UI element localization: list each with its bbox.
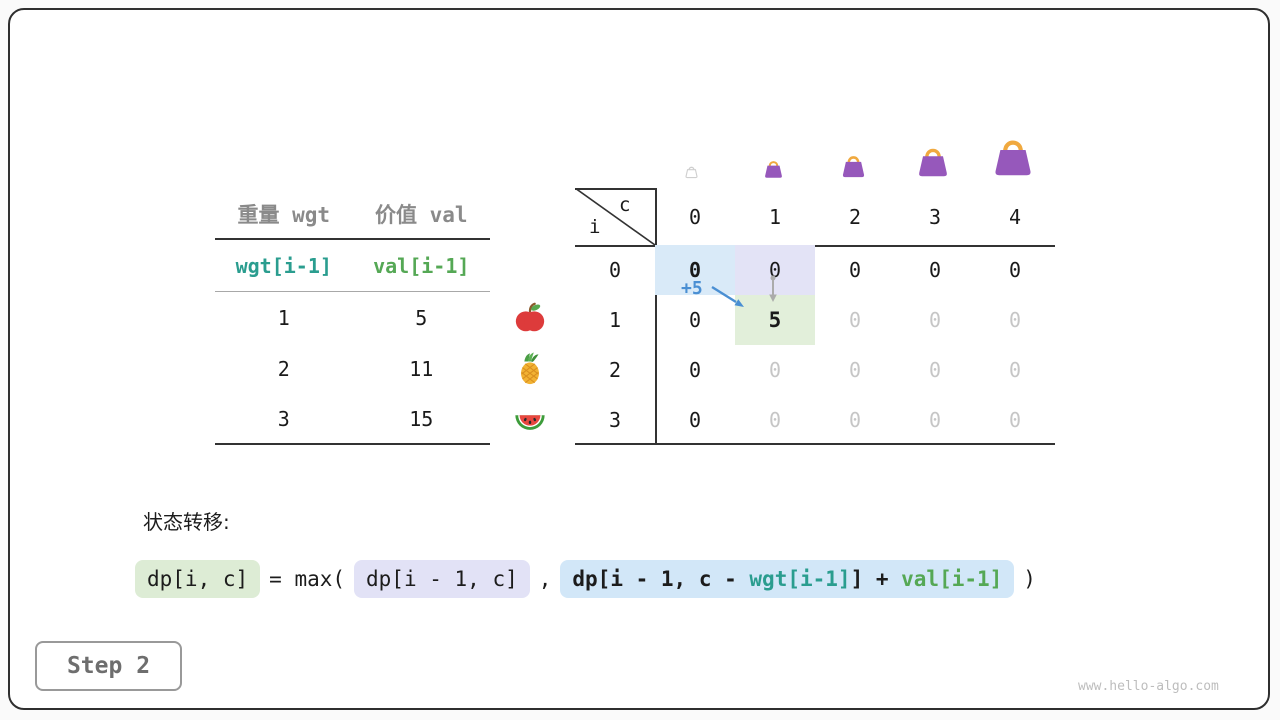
dp-cell-0-2: 0 <box>848 258 862 282</box>
wgt-index-label: wgt[i-1] <box>235 253 332 278</box>
watermark: www.hello-algo.com <box>1078 679 1219 694</box>
item-row-1: 1 5 <box>215 292 490 343</box>
dp-cell-0-4: 0 <box>1008 258 1022 282</box>
dp-cell-0-3: 0 <box>928 258 942 282</box>
dp-col-header-1: 1 <box>768 204 782 229</box>
dp-cell-3-4: 0 <box>1008 408 1022 432</box>
handbag-icon <box>919 148 947 177</box>
item-3-value: 15 <box>409 406 434 431</box>
formula-operator: = max( <box>269 567 346 591</box>
dp-cell-3-3: 0 <box>928 408 942 432</box>
item-table-header-row: 重量 wgt 价值 val <box>215 190 490 240</box>
formula-comma: , <box>538 567 552 591</box>
dp-table: c i 0 1 2 3 4 0 1 2 3 0 0 0 0 0 0 5 0 0 … <box>575 188 1055 445</box>
dp-cell-1-1: 5 <box>735 295 815 345</box>
dp-header-line <box>575 245 1055 247</box>
handbag-icon <box>995 140 1031 176</box>
plus-5-annotation: +5 <box>681 278 703 299</box>
dp-col-header-3: 3 <box>928 204 942 229</box>
dp-cell-3-0: 0 <box>688 408 702 432</box>
item-1-weight: 1 <box>277 305 290 330</box>
pineapple-icon <box>521 352 539 385</box>
weight-header: 重量 wgt <box>237 203 331 227</box>
item-table-index-row: wgt[i-1] val[i-1] <box>215 240 490 292</box>
dp-cell-2-1: 0 <box>768 358 782 382</box>
formula-arg1: dp[i - 1, c] <box>354 560 530 598</box>
formula-arg2-mid: ] + <box>850 567 902 591</box>
handbag-outline-icon <box>685 166 698 179</box>
dp-corner-diagonal <box>575 188 655 245</box>
state-transition-label: 状态转移: <box>143 510 230 534</box>
formula-lhs: dp[i, c] <box>135 560 261 598</box>
watermelon-icon <box>515 415 545 430</box>
handbag-icon <box>842 156 865 178</box>
dp-cell-2-0: 0 <box>688 358 702 382</box>
dp-corner-col-label: c <box>619 194 631 216</box>
dp-cell-1-2: 0 <box>848 308 862 332</box>
item-1-value: 5 <box>415 305 428 330</box>
item-row-3: 3 15 <box>215 394 490 445</box>
transition-formula: dp[i, c] = max( dp[i - 1, c] , dp[i - 1,… <box>135 560 1036 598</box>
dp-corner-row-label: i <box>589 216 601 238</box>
dp-col-header-0: 0 <box>688 204 702 229</box>
dp-cell-2-3: 0 <box>928 358 942 382</box>
handbag-icon <box>765 161 782 178</box>
dp-cell-0-1: 0 <box>735 245 815 295</box>
dp-col-header-4: 4 <box>1008 204 1022 229</box>
apple-icon <box>515 302 545 332</box>
item-3-weight: 3 <box>277 406 290 431</box>
formula-arg2: dp[i - 1, c - wgt[i-1]] + val[i-1] <box>560 560 1015 598</box>
item-row-2: 2 11 <box>215 343 490 394</box>
formula-arg2-prefix: dp[i - 1, c - <box>572 567 750 591</box>
dp-cell-1-0: 0 <box>688 308 702 332</box>
item-table: 重量 wgt 价值 val wgt[i-1] val[i-1] 1 5 2 11… <box>215 190 490 445</box>
dp-col-header-2: 2 <box>848 204 862 229</box>
dp-row-header-0: 0 <box>608 258 622 282</box>
val-index-label: val[i-1] <box>373 253 470 278</box>
value-header: 价值 val <box>374 203 468 227</box>
dp-cell-1-3: 0 <box>928 308 942 332</box>
dp-cell-3-2: 0 <box>848 408 862 432</box>
dp-cell-2-2: 0 <box>848 358 862 382</box>
formula-close-paren: ) <box>1023 567 1036 591</box>
formula-arg2-val: val[i-1] <box>901 567 1003 591</box>
dp-row-header-1: 1 <box>608 308 622 332</box>
dp-vertical-line <box>655 188 657 445</box>
dp-row-header-3: 3 <box>608 408 622 432</box>
dp-cell-2-4: 0 <box>1008 358 1022 382</box>
dp-bottom-line <box>575 443 1055 445</box>
dp-row-header-2: 2 <box>608 358 622 382</box>
dp-cell-3-1: 0 <box>768 408 782 432</box>
step-badge: Step 2 <box>35 641 182 691</box>
dp-cell-1-4: 0 <box>1008 308 1022 332</box>
formula-arg2-wgt: wgt[i-1] <box>749 567 851 591</box>
dp-corner-top-line <box>575 188 655 190</box>
item-2-value: 11 <box>409 356 434 381</box>
item-2-weight: 2 <box>277 356 290 381</box>
